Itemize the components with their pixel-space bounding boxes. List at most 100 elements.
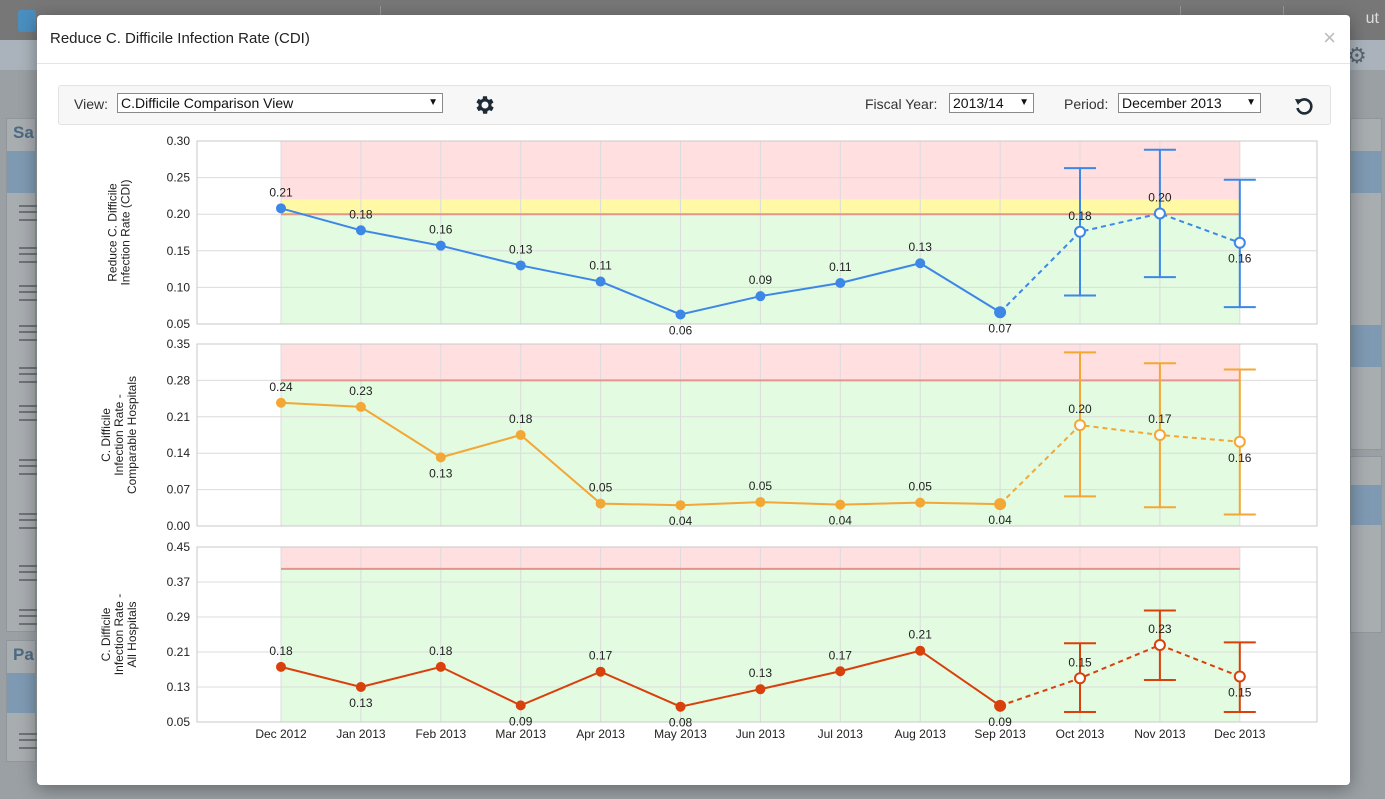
data-point <box>276 397 286 408</box>
caret-down-icon: ▼ <box>428 97 438 108</box>
data-point <box>755 497 766 508</box>
data-label: 0.16 <box>429 223 453 237</box>
data-point <box>755 684 766 695</box>
x-tick-label: Apr 2013 <box>576 727 625 741</box>
data-label: 0.18 <box>1068 209 1092 223</box>
background-panel-band <box>7 151 35 193</box>
drag-handle-icon <box>19 285 37 301</box>
y-tick-label: 0.25 <box>167 171 191 185</box>
data-label: 0.04 <box>829 514 853 528</box>
drag-handle-icon <box>19 247 37 263</box>
refresh-icon[interactable] <box>1292 94 1316 118</box>
data-label: 0.05 <box>749 479 773 493</box>
data-label: 0.17 <box>589 649 613 663</box>
data-label: 0.18 <box>269 644 293 658</box>
y-axis-label: Reduce C. Difficile <box>106 183 120 282</box>
y-axis-label: C. Difficile <box>99 408 113 462</box>
y-axis-label: Infection Rate - <box>112 594 126 675</box>
data-label: 0.08 <box>669 716 693 730</box>
series-line <box>280 401 1001 507</box>
background-gear-icon: ⚙ <box>1347 43 1367 68</box>
x-tick-label: Jul 2013 <box>818 727 864 741</box>
period-select[interactable]: December 2013 ▼ <box>1118 93 1261 113</box>
data-label: 0.13 <box>509 242 533 256</box>
data-point <box>515 430 526 440</box>
data-point <box>994 699 1007 712</box>
data-label: 0.13 <box>909 240 933 254</box>
view-select[interactable]: C.Difficile Comparison View ▼ <box>117 93 443 113</box>
data-point <box>355 225 366 236</box>
period-label: Period: <box>1064 96 1109 112</box>
data-label: 0.06 <box>669 323 693 337</box>
y-axis-label: Infection Rate (CDI) <box>119 179 133 285</box>
data-label: 0.13 <box>749 666 773 680</box>
plot-area <box>196 343 1318 527</box>
plot-area <box>196 140 1318 325</box>
data-label: 0.09 <box>988 715 1012 729</box>
drag-handle-icon <box>19 205 37 221</box>
data-point <box>675 500 686 511</box>
gear-icon[interactable] <box>473 93 497 117</box>
background-panel-right <box>1350 456 1382 633</box>
data-label: 0.18 <box>509 412 533 426</box>
data-label: 0.04 <box>988 513 1012 527</box>
series-line <box>280 649 1001 708</box>
data-point <box>1153 429 1166 441</box>
data-label: 0.11 <box>829 260 852 274</box>
y-tick-label: 0.05 <box>167 317 191 331</box>
y-tick-label: 0.13 <box>167 680 191 694</box>
close-icon[interactable]: × <box>1323 25 1336 50</box>
x-tick-label: Jun 2013 <box>736 727 786 741</box>
y-tick-label: 0.07 <box>167 483 191 497</box>
forecast-line <box>999 643 1241 707</box>
y-tick-label: 0.15 <box>167 244 191 258</box>
drag-handle-icon <box>19 565 37 581</box>
forecast-line <box>999 212 1241 313</box>
drag-handle-icon <box>19 459 37 475</box>
data-point <box>355 401 366 412</box>
caret-down-icon: ▼ <box>1246 97 1256 108</box>
x-tick-label: Feb 2013 <box>415 727 466 741</box>
series-line <box>280 207 1001 316</box>
y-tick-label: 0.28 <box>167 373 191 387</box>
data-point <box>435 661 446 672</box>
background-panel: Sa <box>6 118 37 632</box>
chart-modal: Reduce C. Difficile Infection Rate (CDI)… <box>37 15 1350 785</box>
background-panel: Pa <box>6 640 37 762</box>
background-panel-band <box>1351 151 1381 193</box>
data-point <box>1074 672 1086 685</box>
drag-handle-icon <box>19 367 37 383</box>
background-panel-band <box>7 673 35 713</box>
data-point <box>915 497 926 508</box>
fiscal-year-select[interactable]: 2013/14 ▼ <box>949 93 1034 113</box>
plot-area <box>196 546 1318 723</box>
data-point <box>435 240 446 251</box>
y-tick-label: 0.14 <box>167 446 191 460</box>
data-label: 0.05 <box>589 481 613 495</box>
y-tick-label: 0.21 <box>167 410 191 424</box>
data-point <box>276 661 286 672</box>
y-axis-label: Infection Rate - <box>112 394 126 475</box>
data-point <box>1074 225 1086 238</box>
y-tick-label: 0.45 <box>167 540 191 554</box>
data-point <box>276 203 286 214</box>
data-label: 0.15 <box>1068 655 1092 669</box>
data-point <box>1153 639 1166 651</box>
x-tick-label: Mar 2013 <box>495 727 546 741</box>
data-label: 0.17 <box>1148 412 1172 426</box>
data-point <box>595 498 606 509</box>
y-axis-label: All Hospitals <box>125 601 139 667</box>
y-tick-label: 0.10 <box>167 280 191 294</box>
y-axis-label: Comparable Hospitals <box>125 376 139 494</box>
x-tick-label: Aug 2013 <box>895 727 947 741</box>
data-label: 0.05 <box>909 480 933 494</box>
x-tick-label: May 2013 <box>654 727 707 741</box>
view-label: View: <box>74 96 108 112</box>
data-label: 0.21 <box>269 185 293 199</box>
y-tick-label: 0.30 <box>167 134 191 148</box>
y-tick-label: 0.35 <box>167 337 191 351</box>
y-tick-label: 0.37 <box>167 575 191 589</box>
data-label: 0.24 <box>269 380 293 394</box>
y-tick-label: 0.29 <box>167 610 191 624</box>
background-panel-band <box>1351 485 1381 525</box>
